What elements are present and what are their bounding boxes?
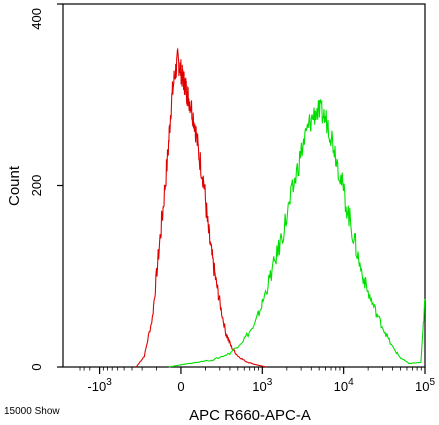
x-tick-label-4: 105 bbox=[415, 377, 435, 394]
x-tick-label-1: 0 bbox=[177, 379, 184, 394]
y-axis: 0 200 400 bbox=[29, 3, 63, 371]
footer-label: 15000 Show bbox=[4, 406, 60, 417]
plot-frame bbox=[62, 3, 426, 368]
x-tick-label-2: 103 bbox=[252, 377, 272, 394]
series-layer bbox=[135, 47, 426, 368]
y-tick-label-0: 0 bbox=[29, 363, 44, 370]
series-line-1 bbox=[168, 98, 426, 368]
x-tick-label-0: -103 bbox=[87, 377, 112, 394]
y-tick-label-1: 200 bbox=[29, 175, 44, 197]
y-tick-label-2: 400 bbox=[29, 8, 44, 30]
x-axis: -103 0 103 104 105 bbox=[79, 367, 435, 394]
x-tick-label-3: 104 bbox=[334, 377, 354, 394]
y-axis-title: Count bbox=[6, 165, 23, 206]
series-line-0 bbox=[135, 47, 267, 368]
x-axis-title: APC R660-APC-A bbox=[189, 407, 311, 424]
